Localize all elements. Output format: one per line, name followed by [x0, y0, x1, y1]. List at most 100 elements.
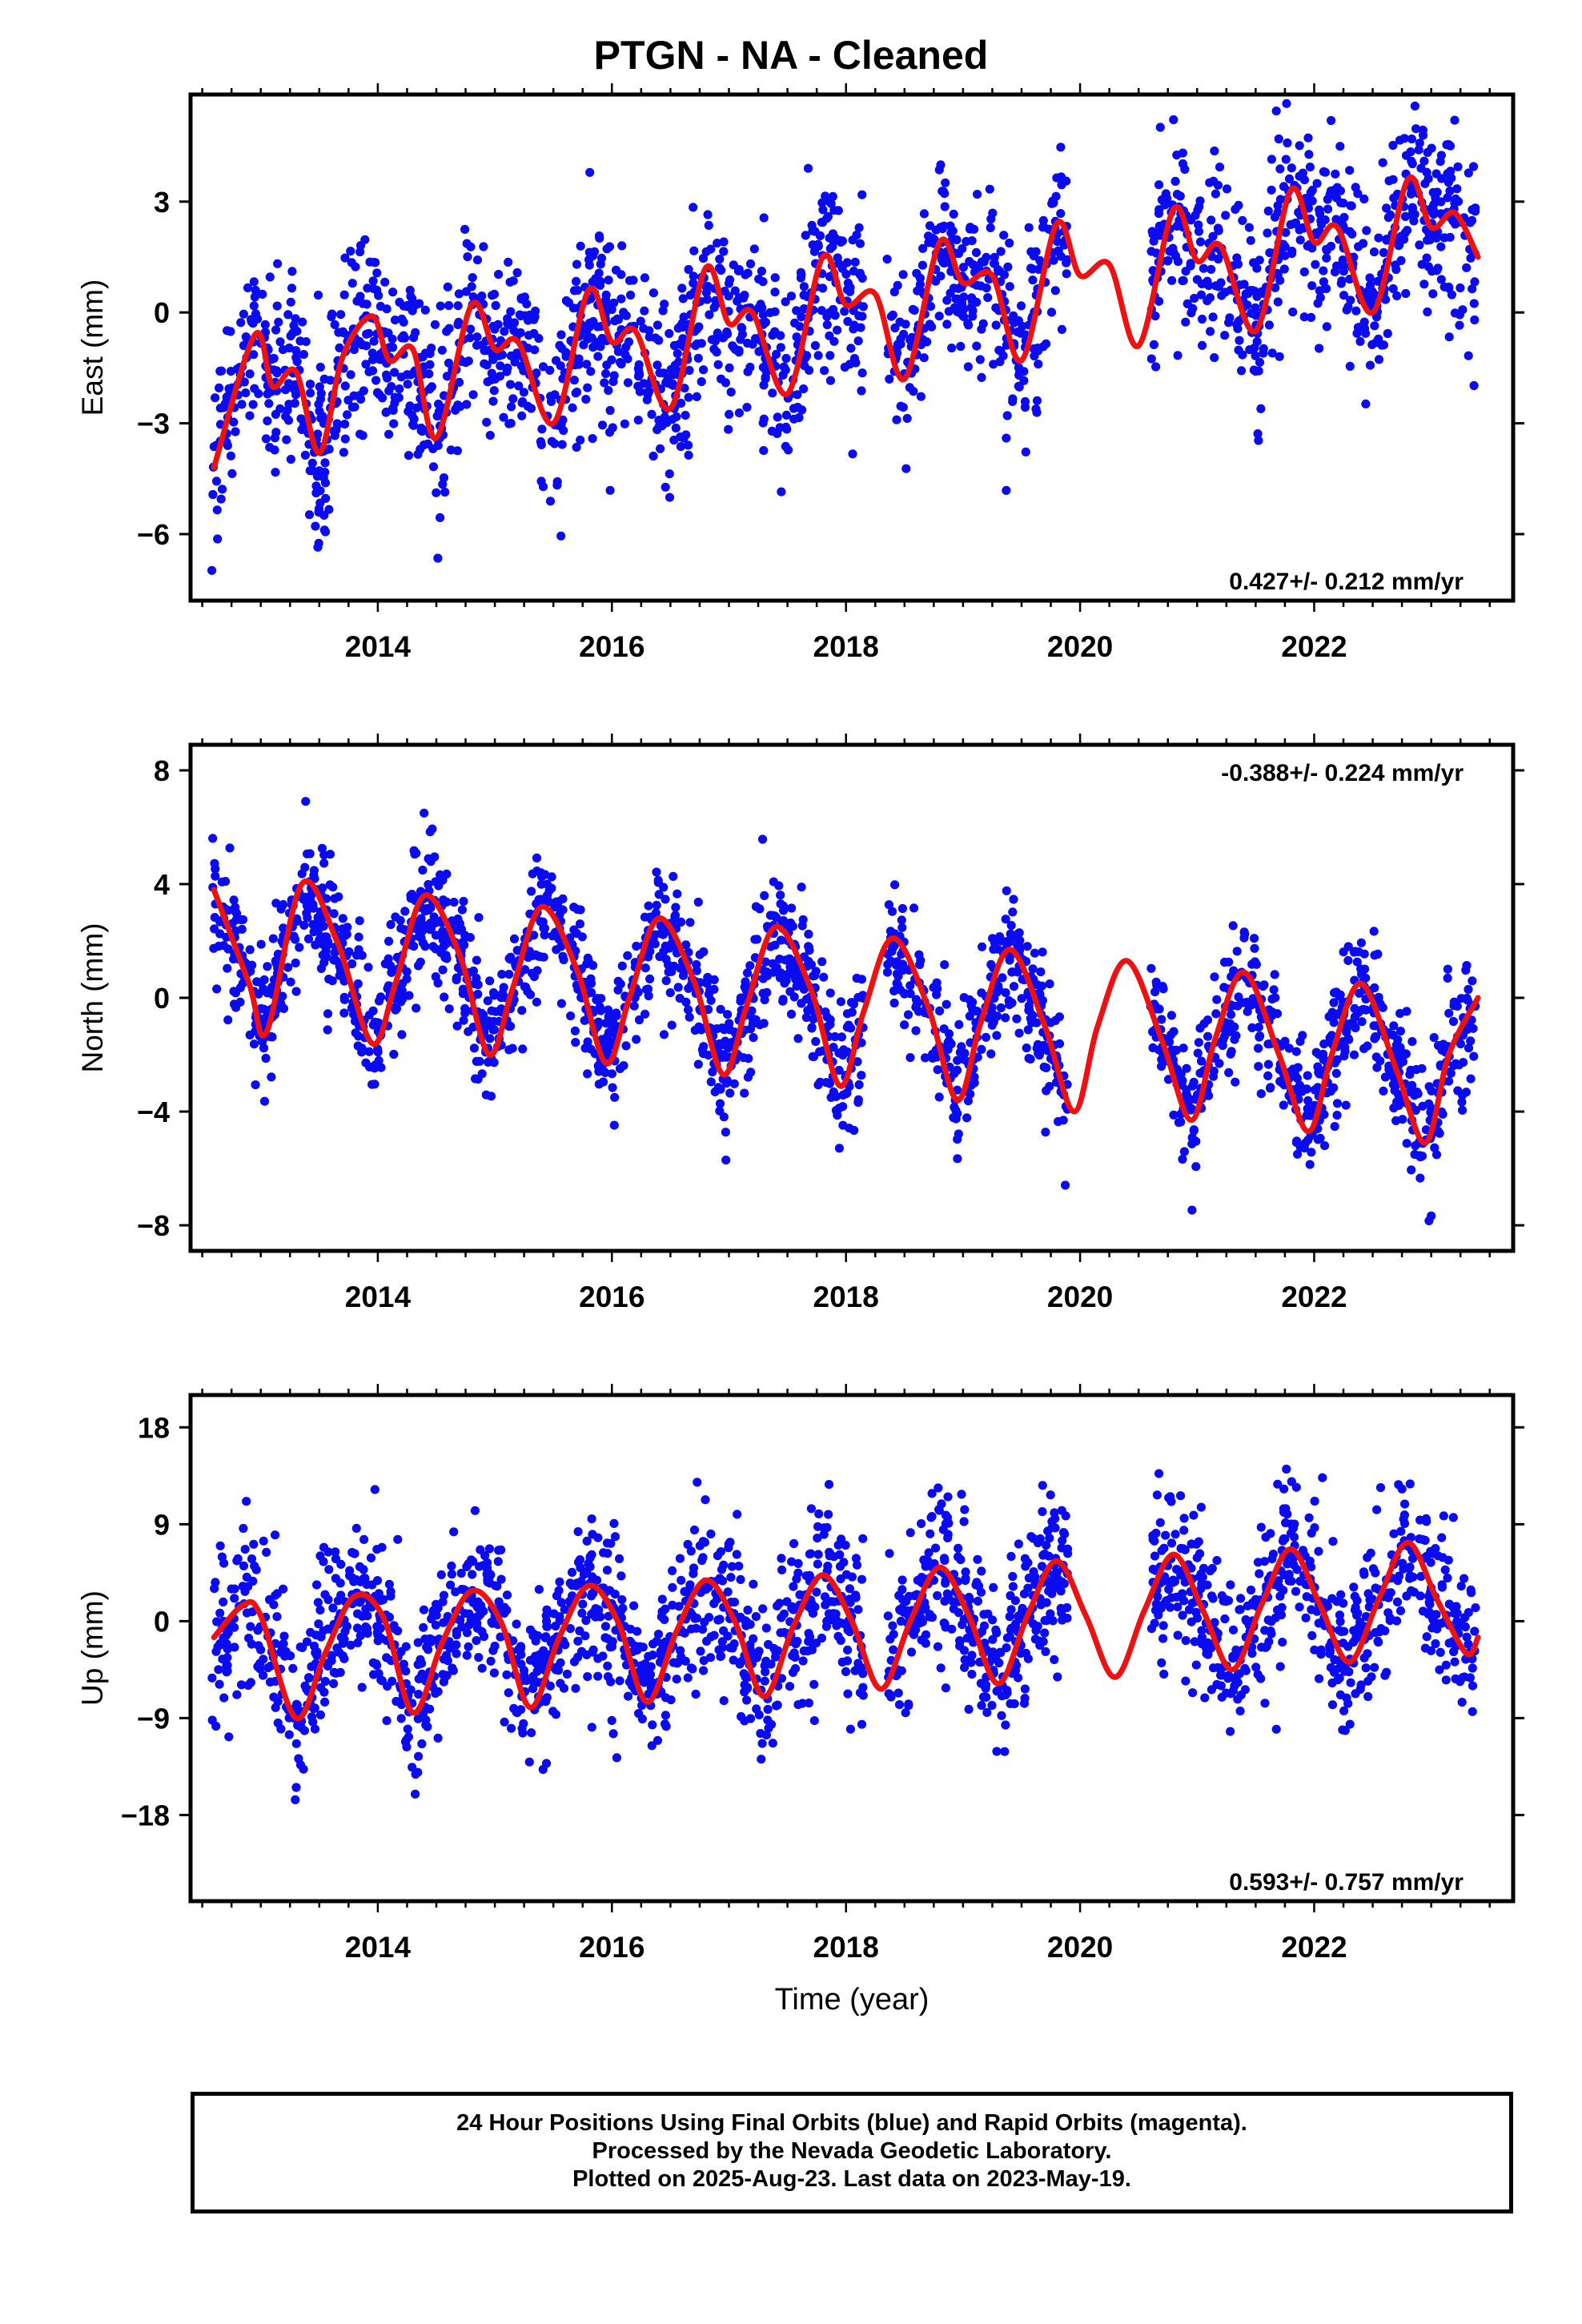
- data-point: [1183, 1100, 1193, 1109]
- data-point: [617, 961, 627, 971]
- data-point: [893, 957, 902, 967]
- data-point: [692, 392, 701, 401]
- data-point: [496, 993, 506, 1003]
- north-observations: [208, 797, 1480, 1225]
- data-point: [939, 258, 949, 268]
- data-point: [757, 834, 768, 844]
- data-point: [568, 403, 577, 412]
- data-point: [1444, 332, 1454, 342]
- data-point: [805, 1550, 815, 1559]
- data-point: [602, 360, 612, 370]
- data-point: [797, 921, 807, 931]
- data-point: [942, 296, 952, 305]
- data-point: [1370, 321, 1379, 331]
- data-point: [1231, 204, 1240, 214]
- data-point: [390, 316, 400, 325]
- data-point: [959, 993, 969, 1003]
- data-point: [770, 940, 780, 950]
- data-point: [593, 352, 603, 361]
- data-point: [1197, 314, 1207, 324]
- data-point: [1379, 247, 1388, 257]
- data-point: [833, 1111, 842, 1120]
- data-point: [410, 849, 420, 859]
- data-point: [629, 1001, 639, 1011]
- data-point: [456, 402, 465, 412]
- data-point: [468, 390, 478, 400]
- data-point: [1190, 293, 1199, 304]
- data-point: [231, 926, 241, 936]
- data-point: [332, 419, 342, 428]
- data-point: [809, 1051, 819, 1061]
- data-point: [807, 1023, 817, 1033]
- data-point: [1305, 163, 1315, 172]
- data-point: [1057, 324, 1066, 334]
- data-point: [1282, 99, 1291, 108]
- data-point: [461, 287, 472, 296]
- data-point: [1181, 317, 1191, 327]
- data-point: [1468, 1023, 1478, 1033]
- data-point: [829, 336, 839, 346]
- data-point: [230, 1594, 239, 1603]
- data-point: [819, 972, 829, 982]
- data-point: [757, 267, 767, 276]
- data-point: [1274, 134, 1283, 144]
- data-point: [271, 1530, 280, 1540]
- data-point: [1439, 1511, 1448, 1521]
- data-point: [588, 434, 597, 444]
- data-point: [811, 1036, 821, 1047]
- data-point: [570, 1026, 580, 1035]
- data-point: [407, 890, 417, 899]
- data-point: [996, 1003, 1006, 1013]
- data-point: [1439, 1039, 1448, 1049]
- data-point: [251, 309, 261, 319]
- data-point: [270, 433, 279, 443]
- data-point: [978, 942, 987, 951]
- data-point: [1263, 1071, 1273, 1080]
- data-point: [226, 327, 235, 336]
- data-point: [661, 895, 670, 904]
- data-point: [557, 440, 567, 449]
- x-tick-label: 2018: [813, 1281, 879, 1313]
- data-point: [1226, 1049, 1235, 1059]
- data-point: [402, 967, 412, 976]
- data-point: [1012, 1014, 1022, 1023]
- data-point: [302, 908, 311, 918]
- data-point: [1178, 159, 1188, 169]
- data-point: [437, 345, 447, 355]
- data-point: [488, 396, 498, 406]
- data-point: [1271, 283, 1280, 292]
- data-point: [892, 415, 901, 424]
- data-point: [948, 226, 958, 235]
- data-point: [600, 378, 609, 388]
- data-point: [384, 429, 394, 439]
- data-point: [693, 1478, 702, 1487]
- data-point: [506, 307, 516, 316]
- rate-annotation: 0.427+/- 0.212 mm/yr: [1229, 569, 1464, 595]
- data-point: [404, 1732, 413, 1742]
- data-point: [424, 854, 433, 863]
- data-point: [1166, 1030, 1176, 1039]
- data-point: [786, 1009, 797, 1019]
- data-point: [343, 923, 352, 932]
- data-point: [992, 1031, 1002, 1040]
- data-point: [843, 1645, 853, 1655]
- data-point: [1343, 942, 1353, 951]
- data-point: [582, 1536, 592, 1546]
- data-point: [453, 301, 463, 311]
- data-point: [1028, 1011, 1038, 1020]
- data-point: [608, 1083, 617, 1092]
- data-point: [977, 1044, 986, 1054]
- data-point: [265, 272, 275, 282]
- data-point: [613, 315, 624, 324]
- data-point: [1003, 262, 1013, 271]
- data-point: [418, 865, 428, 875]
- data-point: [442, 869, 452, 879]
- data-point: [364, 1011, 374, 1020]
- data-point: [1315, 344, 1324, 353]
- data-point: [699, 365, 709, 375]
- data-point: [785, 987, 795, 996]
- data-point: [1315, 1133, 1325, 1143]
- data-point: [593, 1671, 603, 1681]
- data-point: [740, 982, 749, 991]
- data-point: [1329, 1018, 1339, 1027]
